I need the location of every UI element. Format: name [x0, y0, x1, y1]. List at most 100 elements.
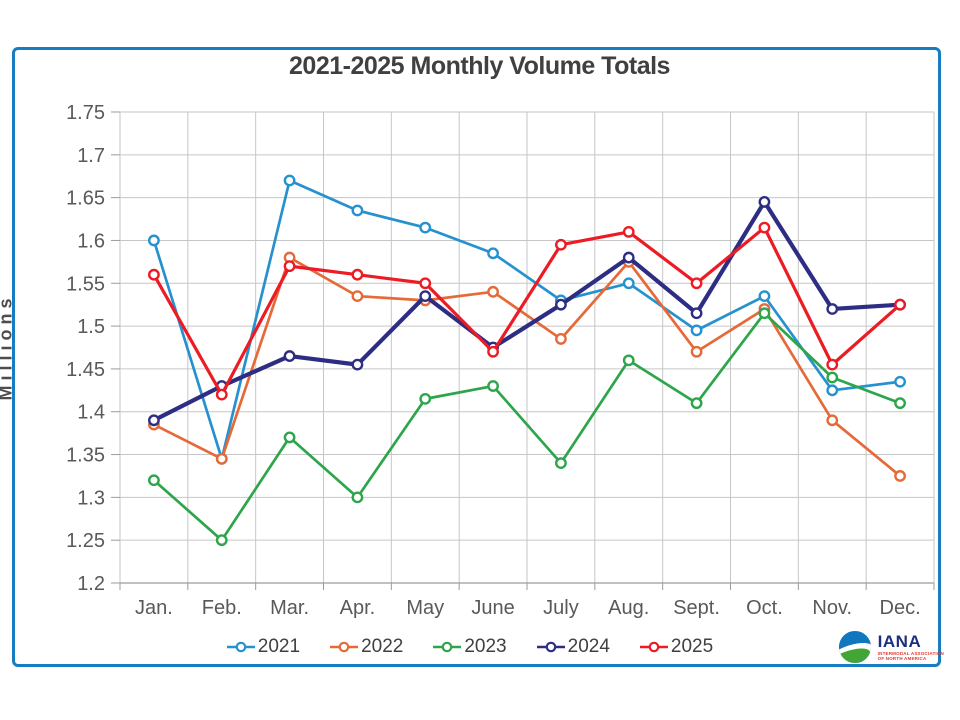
- y-tick-label: 1.75: [66, 102, 105, 124]
- y-tick-label: 1.6: [77, 230, 105, 252]
- series-2024-marker: [283, 350, 296, 362]
- iana-globe-icon: [838, 630, 871, 664]
- legend-marker-2021: [226, 641, 255, 653]
- chart-title: 2021-2025 Monthly Volume Totals: [289, 52, 670, 80]
- series-2021-line: [152, 179, 902, 461]
- series-2023-marker: [351, 491, 364, 504]
- series-2023-line: [152, 311, 902, 542]
- series-2022-marker: [826, 414, 839, 427]
- iana-logo-subtitle-line2: OF NORTH AMERICA: [877, 655, 927, 661]
- x-tick-label: Sept.: [673, 597, 720, 619]
- y-tick-label: 1.4: [77, 402, 105, 424]
- series-2025-marker: [622, 225, 635, 238]
- series-2025-marker: [555, 238, 567, 251]
- series-2022-line: [152, 256, 902, 478]
- series-2021-marker: [758, 290, 771, 303]
- iana-logo: IANA INTERMODAL ASSOCIATION OF NORTH AME…: [838, 630, 944, 664]
- legend-circle: [545, 641, 556, 653]
- chart-border: [12, 47, 941, 667]
- series-2024-marker: [622, 251, 635, 264]
- legend-label-2022: 2022: [361, 636, 404, 657]
- iana-logo-name: IANA: [877, 632, 922, 651]
- series-2021-marker: [148, 234, 160, 247]
- series-2025-marker: [419, 277, 432, 290]
- legend-marker-2025: [639, 641, 668, 653]
- series-2023-marker: [283, 431, 296, 444]
- series-2024-marker: [419, 290, 432, 303]
- legend-circle: [338, 641, 350, 653]
- series-2024-marker: [148, 414, 160, 427]
- x-tick-label: Feb.: [202, 597, 242, 619]
- legend-item-2022: 2022: [330, 636, 403, 658]
- series-2025-marker: [487, 345, 499, 358]
- series-2021-marker: [894, 375, 906, 388]
- series-2025-marker: [148, 268, 160, 281]
- series-2023-marker: [487, 380, 499, 392]
- series-2023-marker: [215, 534, 228, 547]
- legend-item-2023: 2023: [433, 636, 507, 658]
- legend-label-2023: 2023: [464, 636, 507, 657]
- series-2025-marker: [351, 268, 364, 281]
- y-tick-label: 1.7: [77, 145, 105, 167]
- series-2025-line: [152, 226, 902, 397]
- series-2022-marker: [690, 345, 703, 358]
- series-2025-marker: [894, 298, 906, 311]
- iana-logo-text: IANA INTERMODAL ASSOCIATION OF NORTH AME…: [878, 633, 944, 661]
- series-2023-marker: [826, 371, 839, 384]
- series-2024-marker: [555, 298, 567, 311]
- x-tick-label: July: [543, 597, 579, 619]
- y-tick-label: 1.5: [77, 316, 105, 338]
- x-tick-label: Oct.: [746, 597, 783, 619]
- legend-marker-2022: [330, 641, 359, 653]
- series-2025-marker: [215, 388, 228, 401]
- series-2022-marker: [487, 285, 499, 298]
- series-2021-marker: [622, 277, 635, 290]
- series-2021-marker: [283, 174, 296, 187]
- series-2023-marker: [690, 397, 703, 410]
- legend-label-2024: 2024: [567, 636, 610, 657]
- legend-label-2025: 2025: [670, 636, 714, 657]
- series-2023-marker: [894, 397, 906, 410]
- chart-legend: 2021 2022 2023 2024 2025: [120, 636, 820, 658]
- x-tick-label: Aug.: [608, 597, 649, 619]
- series-2025-marker: [826, 358, 839, 371]
- series-2024-marker: [826, 303, 839, 315]
- series-2024-marker: [351, 358, 364, 371]
- series-2021-marker: [826, 384, 839, 397]
- x-tick-label: Dec.: [880, 597, 921, 619]
- series-2023-marker: [148, 474, 160, 487]
- series-2022-marker: [215, 452, 228, 465]
- iana-logo-subtitle-line1: INTERMODAL ASSOCIATION: [877, 651, 944, 656]
- series-2023-marker: [419, 392, 432, 405]
- series-2024-marker: [690, 307, 703, 320]
- series-2022-marker: [894, 470, 906, 482]
- x-tick-label: Nov.: [812, 597, 852, 619]
- series-2021-marker: [487, 247, 499, 260]
- series-2023-marker: [555, 457, 567, 470]
- series-2024-marker: [758, 196, 771, 208]
- legend-label-2021: 2021: [257, 636, 301, 657]
- y-tick-label: 1.35: [66, 445, 105, 467]
- x-tick-label: Apr.: [340, 597, 376, 619]
- y-tick-label: 1.3: [77, 487, 105, 509]
- series-2021-marker: [690, 324, 703, 337]
- series-2025-marker: [690, 277, 703, 290]
- series-2025-marker: [758, 221, 771, 234]
- legend-marker-2023: [433, 641, 462, 653]
- y-tick-label: 1.55: [66, 273, 105, 295]
- y-tick-label: 1.45: [66, 359, 105, 381]
- legend-circle: [442, 641, 453, 653]
- x-tick-label: Mar.: [270, 597, 309, 619]
- series-2022-marker: [555, 333, 567, 345]
- x-tick-label: May: [406, 597, 444, 619]
- legend-marker-2024: [536, 641, 565, 653]
- y-tick-label: 1.2: [77, 573, 105, 595]
- y-tick-label: 1.65: [66, 188, 105, 210]
- legend-item-2025: 2025: [639, 636, 714, 658]
- legend-item-2021: 2021: [226, 636, 301, 658]
- series-2025-marker: [283, 260, 296, 273]
- series-2022-marker: [351, 290, 364, 303]
- series-2023-marker: [622, 354, 635, 367]
